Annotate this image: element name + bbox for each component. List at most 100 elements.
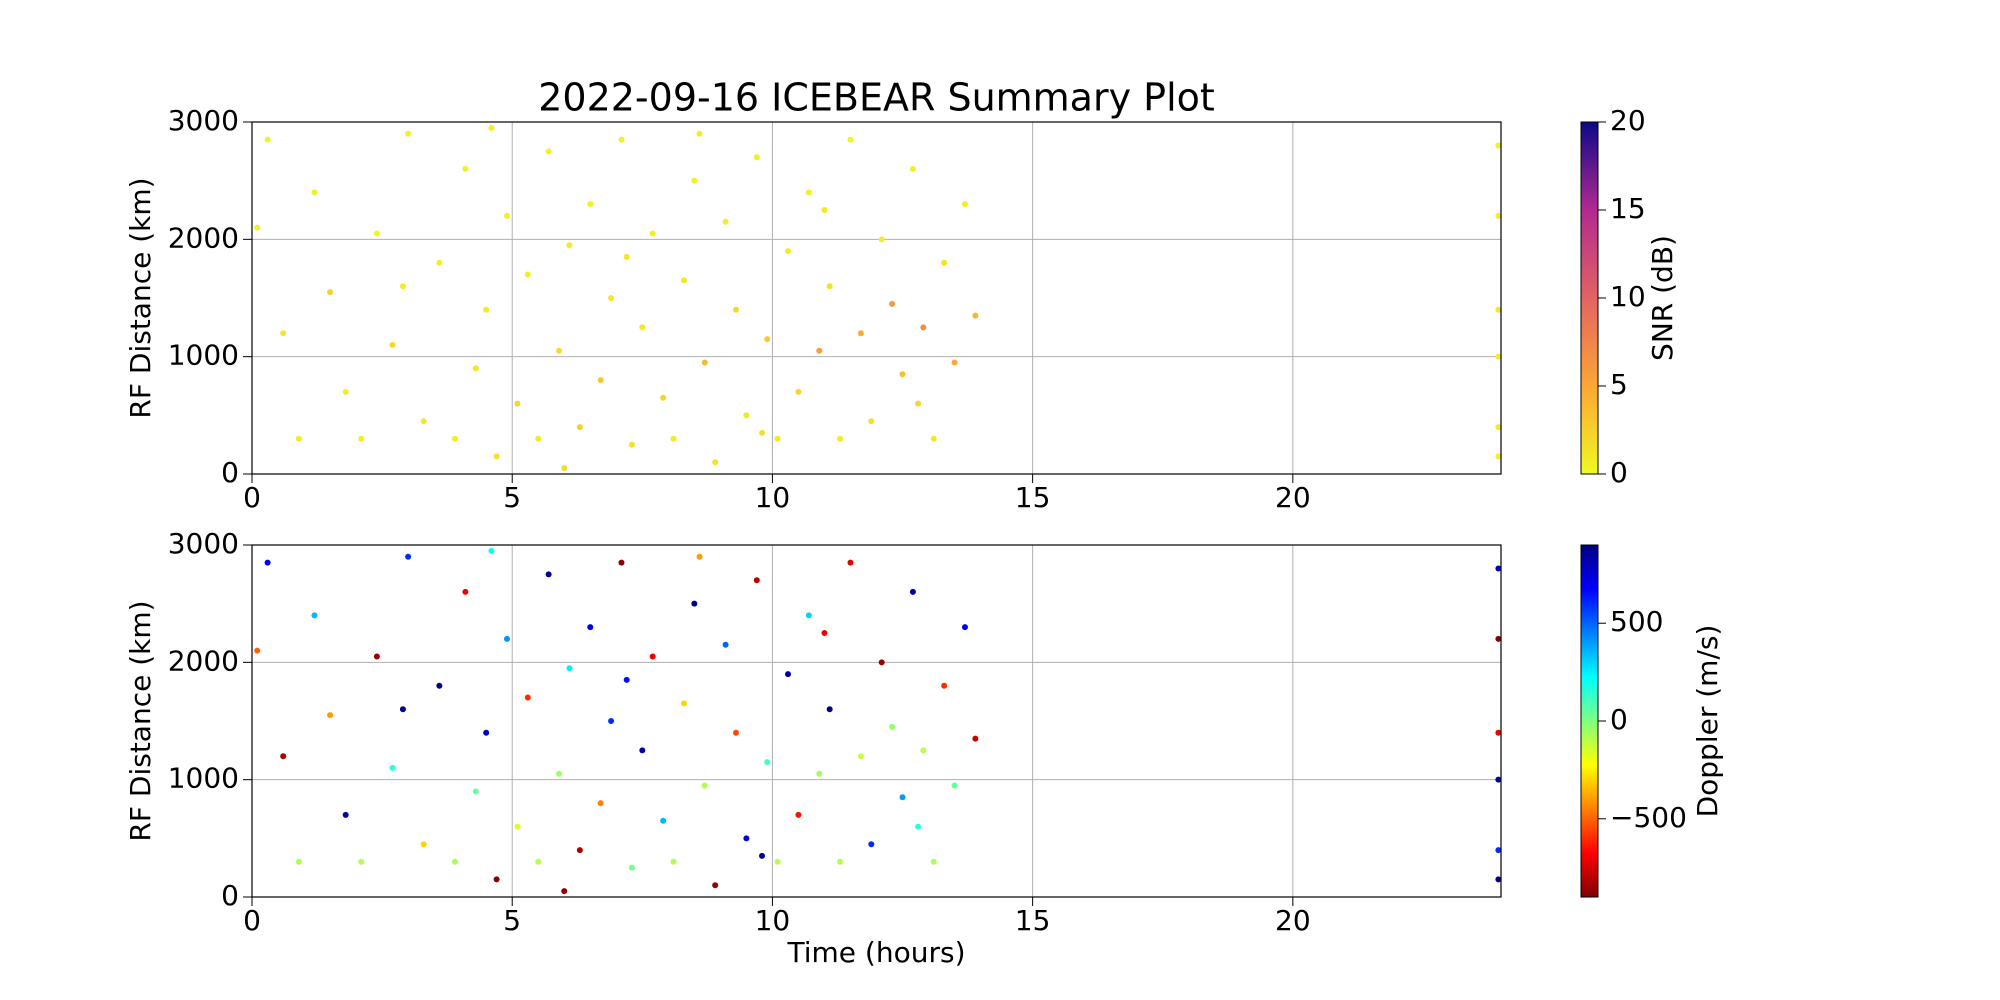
colorbar-label: SNR (dB): [1646, 235, 1679, 361]
data-point: [837, 435, 844, 442]
data-point: [535, 435, 542, 442]
data-point: [660, 817, 667, 824]
data-point: [1495, 776, 1502, 783]
data-point: [264, 559, 271, 566]
data-point: [878, 236, 885, 243]
data-point: [1495, 424, 1502, 431]
data-point: [618, 559, 625, 566]
data-point: [514, 823, 521, 830]
data-point: [254, 647, 261, 654]
x-tick-label: 10: [755, 481, 791, 514]
data-point: [701, 782, 708, 789]
data-point: [488, 547, 495, 554]
data-point: [264, 136, 271, 143]
y-axis-label: RF Distance (km): [124, 177, 157, 418]
data-point: [462, 165, 469, 172]
data-point: [1495, 635, 1502, 642]
data-point: [373, 230, 380, 237]
data-point: [764, 336, 771, 343]
data-point: [930, 858, 937, 865]
data-point: [436, 682, 443, 689]
data-point: [712, 882, 719, 889]
data-point: [847, 136, 854, 143]
data-point: [358, 435, 365, 442]
data-point: [915, 823, 922, 830]
colorbar-tick-label: 5: [1610, 368, 1628, 401]
colorbar-tick-label: 20: [1610, 104, 1646, 137]
data-point: [295, 858, 302, 865]
x-tick-label: 10: [755, 904, 791, 937]
data-point: [909, 165, 916, 172]
data-point: [920, 747, 927, 754]
data-point: [857, 753, 864, 760]
colorbar-tick-label: 0: [1610, 703, 1628, 736]
data-point: [701, 359, 708, 366]
data-point: [795, 388, 802, 395]
y-axis-label: RF Distance (km): [124, 600, 157, 841]
data-point: [889, 723, 896, 730]
data-point: [504, 635, 511, 642]
x-axis-label: Time (hours): [787, 936, 966, 969]
data-point: [837, 858, 844, 865]
data-point: [472, 365, 479, 372]
x-tick-label: 0: [243, 481, 261, 514]
data-point: [868, 418, 875, 425]
colorbar-tick-label: 500: [1610, 605, 1663, 638]
data-point: [759, 852, 766, 859]
y-tick-label: 2000: [168, 221, 239, 254]
data-point: [805, 189, 812, 196]
data-point: [847, 559, 854, 566]
y-tick-label: 3000: [168, 527, 239, 560]
data-point: [488, 124, 495, 131]
axes-frame: [251, 121, 1502, 475]
data-point: [816, 770, 823, 777]
y-tick-label: 0: [221, 879, 239, 912]
data-point: [972, 312, 979, 319]
data-point: [280, 330, 287, 337]
data-point: [587, 201, 594, 208]
data-point: [295, 435, 302, 442]
data-point: [545, 571, 552, 578]
data-point: [670, 435, 677, 442]
y-tick-label: 3000: [168, 104, 239, 137]
data-point: [753, 154, 760, 161]
data-point: [597, 377, 604, 384]
data-point: [342, 811, 349, 818]
data-point: [680, 277, 687, 284]
y-tick-label: 0: [221, 456, 239, 489]
data-point: [389, 764, 396, 771]
data-point: [941, 682, 948, 689]
data-point: [759, 429, 766, 436]
data-point: [545, 148, 552, 155]
data-point: [1495, 565, 1502, 572]
data-point: [1495, 729, 1502, 736]
data-point: [566, 242, 573, 249]
data-point: [857, 330, 864, 337]
data-point: [821, 207, 828, 213]
data-point: [597, 800, 604, 807]
y-tick-label: 2000: [168, 644, 239, 677]
data-point: [961, 201, 968, 208]
data-point: [951, 359, 958, 366]
data-point: [1495, 142, 1502, 149]
data-point: [774, 435, 781, 442]
data-point: [649, 230, 656, 237]
colorbar-tick-label: −500: [1610, 801, 1687, 834]
data-point: [972, 735, 979, 742]
colorbar-tick-label: 0: [1610, 456, 1628, 489]
data-point: [576, 847, 583, 854]
data-point: [280, 753, 287, 760]
data-point: [451, 435, 458, 442]
data-point: [732, 306, 739, 313]
data-point: [556, 770, 563, 777]
data-point: [639, 324, 646, 331]
data-point: [493, 876, 500, 883]
axes-frame: [251, 544, 1502, 898]
chart-title: 2022-09-16 ICEBEAR Summary Plot: [538, 76, 1215, 120]
data-point: [1495, 212, 1502, 219]
data-point: [889, 300, 896, 307]
data-point: [753, 577, 760, 584]
data-point: [696, 130, 703, 137]
plot-area: [252, 545, 1501, 897]
